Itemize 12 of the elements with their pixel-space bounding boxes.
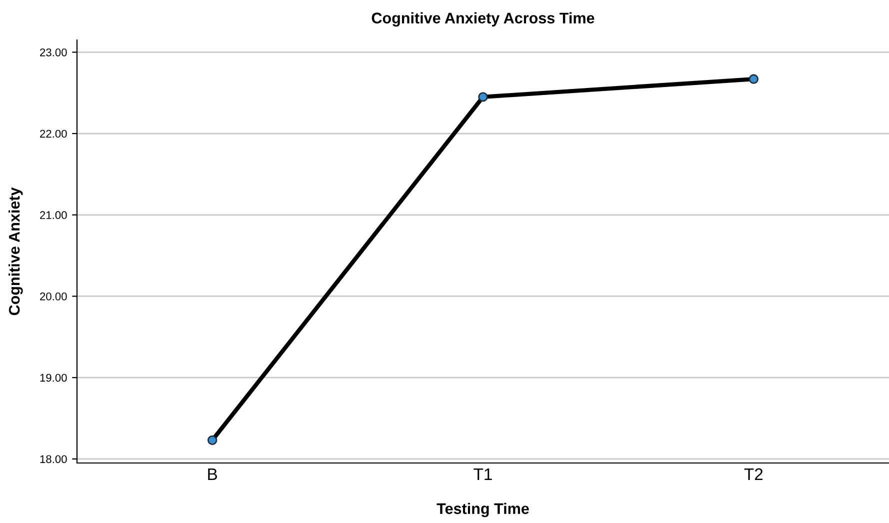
y-axis-title: Cognitive Anxiety [8,187,23,316]
x-tick-label: T1 [474,468,492,480]
y-tick-label: 19.00 [40,374,67,382]
x-tick-label: B [208,468,218,480]
y-tick-label: 18.00 [40,455,67,464]
y-tick-label: 21.00 [40,211,67,220]
chart-title: Cognitive Anxiety Across Time [372,12,594,27]
x-axis-title: Testing Time [436,502,529,518]
x-tick-label: T2 [744,468,763,480]
y-tick-label: 22.00 [40,130,67,138]
y-tick-label: 23.00 [40,48,67,56]
y-tick-label: 20.00 [40,292,67,300]
